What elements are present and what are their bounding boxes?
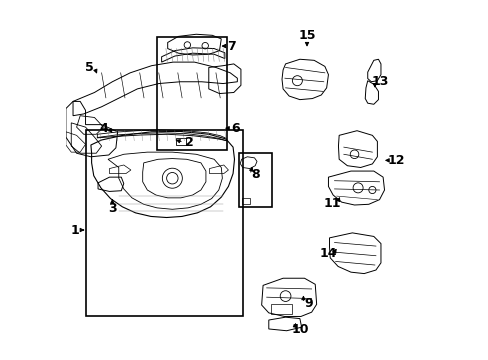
Text: 1: 1 xyxy=(70,224,79,237)
Bar xyxy=(271,304,291,314)
Text: 10: 10 xyxy=(290,323,308,336)
Text: 11: 11 xyxy=(323,197,340,210)
Bar xyxy=(239,153,271,207)
Bar xyxy=(242,198,250,204)
Text: 5: 5 xyxy=(84,61,93,74)
Text: 15: 15 xyxy=(298,29,315,42)
Text: 8: 8 xyxy=(250,168,259,181)
Text: 2: 2 xyxy=(184,136,193,149)
Text: 12: 12 xyxy=(387,154,404,167)
Text: 9: 9 xyxy=(304,297,312,310)
Bar xyxy=(85,130,242,316)
Bar xyxy=(175,138,185,145)
Text: 13: 13 xyxy=(371,75,388,88)
Text: 3: 3 xyxy=(108,202,117,215)
Text: 6: 6 xyxy=(231,122,240,135)
Text: 7: 7 xyxy=(227,40,236,53)
Text: 14: 14 xyxy=(319,247,337,260)
Text: 4: 4 xyxy=(99,122,107,135)
Bar xyxy=(157,37,226,150)
